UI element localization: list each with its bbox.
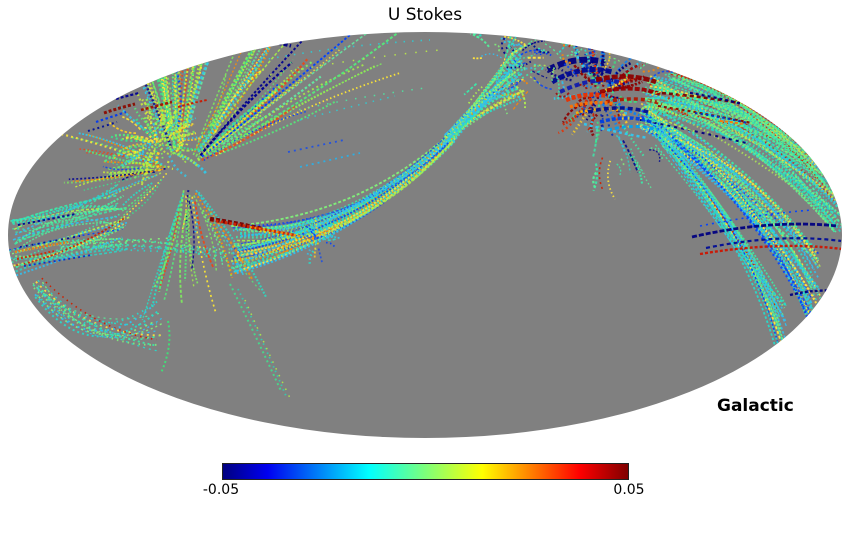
mollweide-sky-map xyxy=(8,32,842,438)
colorbar-max-label: 0.05 xyxy=(613,482,645,498)
coordinate-system-label: Galactic xyxy=(717,396,794,416)
plot-title: U Stokes xyxy=(387,5,463,25)
colorbar-min-label: -0.05 xyxy=(202,482,240,498)
colorbar xyxy=(222,463,629,480)
